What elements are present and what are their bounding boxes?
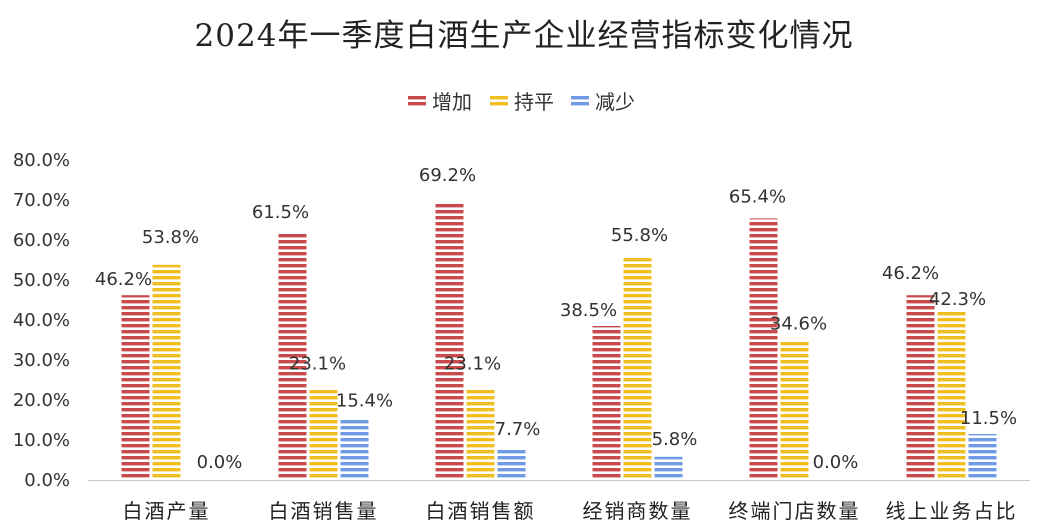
data-label-4-1: 34.6% xyxy=(770,314,827,335)
y-tick-label: 20.0% xyxy=(13,390,70,411)
bar-5-2 xyxy=(968,434,997,480)
data-label-2-1: 23.1% xyxy=(444,354,501,375)
legend-swatch-2 xyxy=(571,94,589,108)
data-label-3-2: 5.8% xyxy=(652,429,698,450)
bar-3-0 xyxy=(592,326,621,480)
legend-label-0: 增加 xyxy=(432,90,472,114)
chart-title: 2024年一季度白酒生产企业经营指标变化情况 xyxy=(195,18,854,54)
x-tick-label: 经销商数量 xyxy=(583,499,693,523)
data-label-3-1: 55.8% xyxy=(611,225,668,246)
bar-2-1 xyxy=(466,387,495,480)
y-tick-label: 50.0% xyxy=(13,270,70,291)
x-tick-label: 白酒销售量 xyxy=(269,499,379,523)
bar-1-1 xyxy=(309,387,338,480)
legend-label-1: 持平 xyxy=(514,90,554,114)
bar-0-1 xyxy=(152,264,181,480)
x-tick-label: 终端门店数量 xyxy=(729,499,861,523)
data-label-2-2: 7.7% xyxy=(495,419,541,440)
legend-swatch-0 xyxy=(408,94,426,108)
y-axis: 0.0% 10.0% 20.0% 30.0% 40.0% 50.0% 60.0% 70.0% 8… xyxy=(13,150,70,491)
y-tick-label: 30.0% xyxy=(13,350,70,371)
bar-3-2 xyxy=(654,456,683,480)
data-label-2-0: 69.2% xyxy=(419,165,476,186)
bar-2-0 xyxy=(435,203,464,480)
data-label-4-0: 65.4% xyxy=(729,186,786,207)
legend-swatch-1 xyxy=(490,94,508,108)
bar-5-0 xyxy=(906,295,935,480)
y-tick-label: 40.0% xyxy=(13,310,70,331)
y-tick-label: 0.0% xyxy=(24,470,70,491)
bar-5-1 xyxy=(937,310,966,480)
y-tick-label: 70.0% xyxy=(13,190,70,211)
bar-4-0 xyxy=(749,218,778,480)
data-label-1-0: 61.5% xyxy=(252,202,309,223)
y-tick-label: 80.0% xyxy=(13,150,70,171)
bar-1-2 xyxy=(340,418,369,480)
data-label-4-2: 0.0% xyxy=(813,452,859,473)
data-label-0-0: 46.2% xyxy=(95,269,152,290)
x-tick-label: 线上业务占比 xyxy=(886,499,1018,523)
data-label-0-1: 53.8% xyxy=(142,227,199,248)
legend: 增加 持平 减少 xyxy=(408,90,635,114)
bar-4-1 xyxy=(780,341,809,480)
x-tick-label: 白酒产量 xyxy=(123,499,211,523)
data-label-1-1: 23.1% xyxy=(289,354,346,375)
x-tick-label: 白酒销售额 xyxy=(426,499,536,523)
bar-1-0 xyxy=(278,234,307,480)
data-label-5-2: 11.5% xyxy=(960,408,1017,429)
data-label-0-2: 0.0% xyxy=(197,452,243,473)
bar-2-2 xyxy=(497,449,526,480)
bar-0-0 xyxy=(121,295,150,480)
bars-group: 46.2% 53.8% 0.0% 61.5% 23.1% 15.4% 69.2% 23.1% 7… xyxy=(95,165,1017,480)
bar-3-1 xyxy=(623,256,652,480)
y-tick-label: 10.0% xyxy=(13,430,70,451)
data-label-5-1: 42.3% xyxy=(929,289,986,310)
x-axis: 白酒产量 白酒销售量 白酒销售额 经销商数量 终端门店数量 线上业务占比 xyxy=(88,480,1030,523)
data-label-3-0: 38.5% xyxy=(560,300,617,321)
data-label-1-2: 15.4% xyxy=(336,390,393,411)
data-label-5-0: 46.2% xyxy=(882,263,939,284)
legend-label-2: 减少 xyxy=(595,90,635,114)
y-tick-label: 60.0% xyxy=(13,230,70,251)
